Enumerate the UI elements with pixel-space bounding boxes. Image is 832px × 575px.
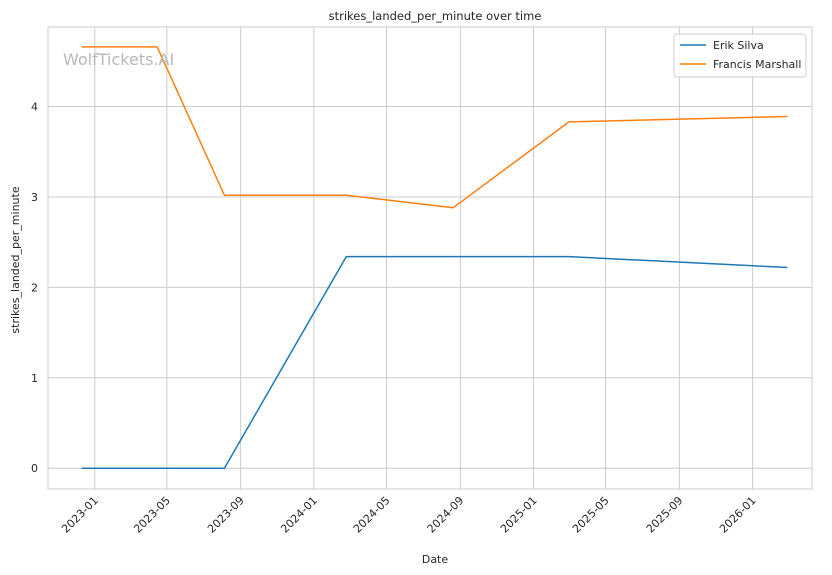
x-tick-label: 2025-01	[498, 494, 540, 536]
legend-label-francis-marshall: Francis Marshall	[713, 58, 801, 71]
y-tick-label: 3	[31, 191, 38, 204]
y-tick-label: 2	[31, 281, 38, 294]
x-tick-label: 2025-09	[644, 494, 686, 536]
legend: Erik Silva Francis Marshall	[673, 33, 807, 78]
x-axis-label: Date	[422, 553, 449, 566]
plot-area	[47, 26, 813, 490]
x-tick-label: 2023-05	[131, 494, 173, 536]
watermark: WolfTickets.AI	[63, 50, 174, 69]
series-line-francis-marshall	[81, 46, 788, 209]
series-layer	[81, 46, 788, 469]
x-tick-label: 2024-01	[278, 494, 320, 536]
x-axis-ticks: 2023-01 2023-05 2023-09 2024-01 2024-05 2024-…	[59, 494, 758, 536]
x-tick-label: 2025-05	[570, 494, 612, 536]
x-tick-label: 2023-09	[205, 494, 247, 536]
x-tick-label: 2026-01	[717, 494, 759, 536]
y-tick-label: 1	[31, 372, 38, 385]
y-tick-label: 0	[31, 462, 38, 475]
series-line-erik-silva	[81, 255, 788, 469]
y-axis-ticks: 0 1 2 3 4	[31, 101, 38, 476]
legend-label-erik-silva: Erik Silva	[713, 39, 764, 52]
y-tick-label: 4	[31, 101, 38, 114]
legend-box	[673, 33, 807, 78]
y-axis-label: strikes_landed_per_minute	[9, 186, 22, 333]
chart-title: strikes_landed_per_minute over time	[329, 9, 542, 23]
x-tick-label: 2024-09	[425, 494, 467, 536]
x-tick-label: 2023-01	[59, 494, 101, 536]
x-tick-label: 2024-05	[351, 494, 393, 536]
